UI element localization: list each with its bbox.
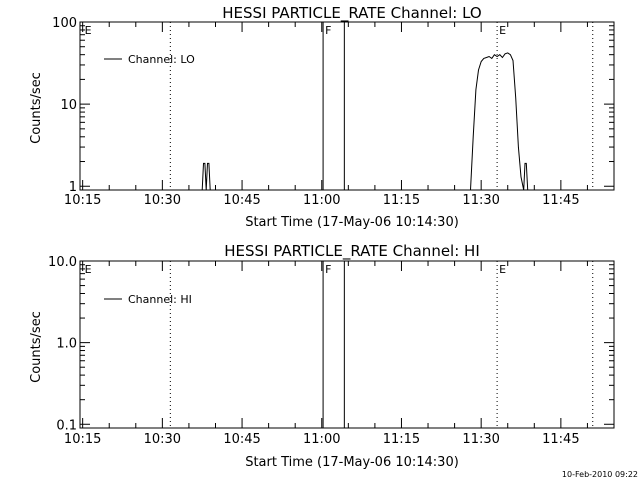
flag-marker-label: E — [499, 24, 506, 37]
x-tick-label: 11:45 — [542, 193, 579, 208]
flag-marker-label: F — [325, 24, 331, 37]
x-tick-label: 11:00 — [303, 432, 340, 447]
x-tick-label: 10:30 — [144, 193, 181, 208]
plot-frame — [79, 260, 615, 429]
y-tick-label: 0.1 — [56, 418, 77, 433]
x-tick-label: 11:00 — [303, 193, 340, 208]
x-tick-label: 11:15 — [383, 432, 420, 447]
panel-title: HESSI PARTICLE_RATE Channel: LO — [222, 4, 481, 23]
y-tick-label: 100 — [52, 16, 77, 31]
y-tick-label: 1 — [69, 180, 77, 195]
flag-marker-label: E — [85, 263, 92, 276]
y-tick-label: 1.0 — [56, 337, 77, 352]
x-axis-label: Start Time (17-May-06 10:14:30) — [245, 455, 459, 470]
x-tick-label: 10:30 — [144, 432, 181, 447]
x-tick-label: 10:15 — [64, 432, 101, 447]
x-tick-label: 11:45 — [542, 432, 579, 447]
y-tick-label: 10.0 — [48, 255, 77, 270]
x-tick-label: 11:15 — [383, 193, 420, 208]
y-axis-label: Counts/sec — [29, 72, 44, 144]
y-tick-label: 10 — [60, 98, 77, 113]
x-tick-label: 10:15 — [64, 193, 101, 208]
flag-marker-label: E — [499, 263, 506, 276]
y-axis-label: Counts/sec — [29, 311, 44, 383]
x-tick-label: 11:30 — [462, 193, 499, 208]
panel-title: HESSI PARTICLE_RATE Channel: HI — [224, 242, 480, 261]
x-tick-label: 10:45 — [223, 432, 260, 447]
panel-hi-channel: HESSI PARTICLE_RATE Channel: HI Start Ti… — [29, 242, 615, 470]
flag-marker-label: F — [325, 263, 331, 276]
legend-label: Channel: LO — [128, 53, 195, 66]
x-tick-label: 10:45 — [223, 193, 260, 208]
series-line — [201, 52, 529, 191]
panel-lo-channel: HESSI PARTICLE_RATE Channel: LO Start Ti… — [29, 4, 615, 230]
x-tick-label: 11:30 — [462, 432, 499, 447]
legend-label: Channel: HI — [128, 293, 192, 306]
x-axis-label: Start Time (17-May-06 10:14:30) — [245, 215, 459, 230]
flag-marker-label: E — [85, 24, 92, 37]
footer-timestamp: 10-Feb-2010 09:22 — [562, 470, 638, 479]
